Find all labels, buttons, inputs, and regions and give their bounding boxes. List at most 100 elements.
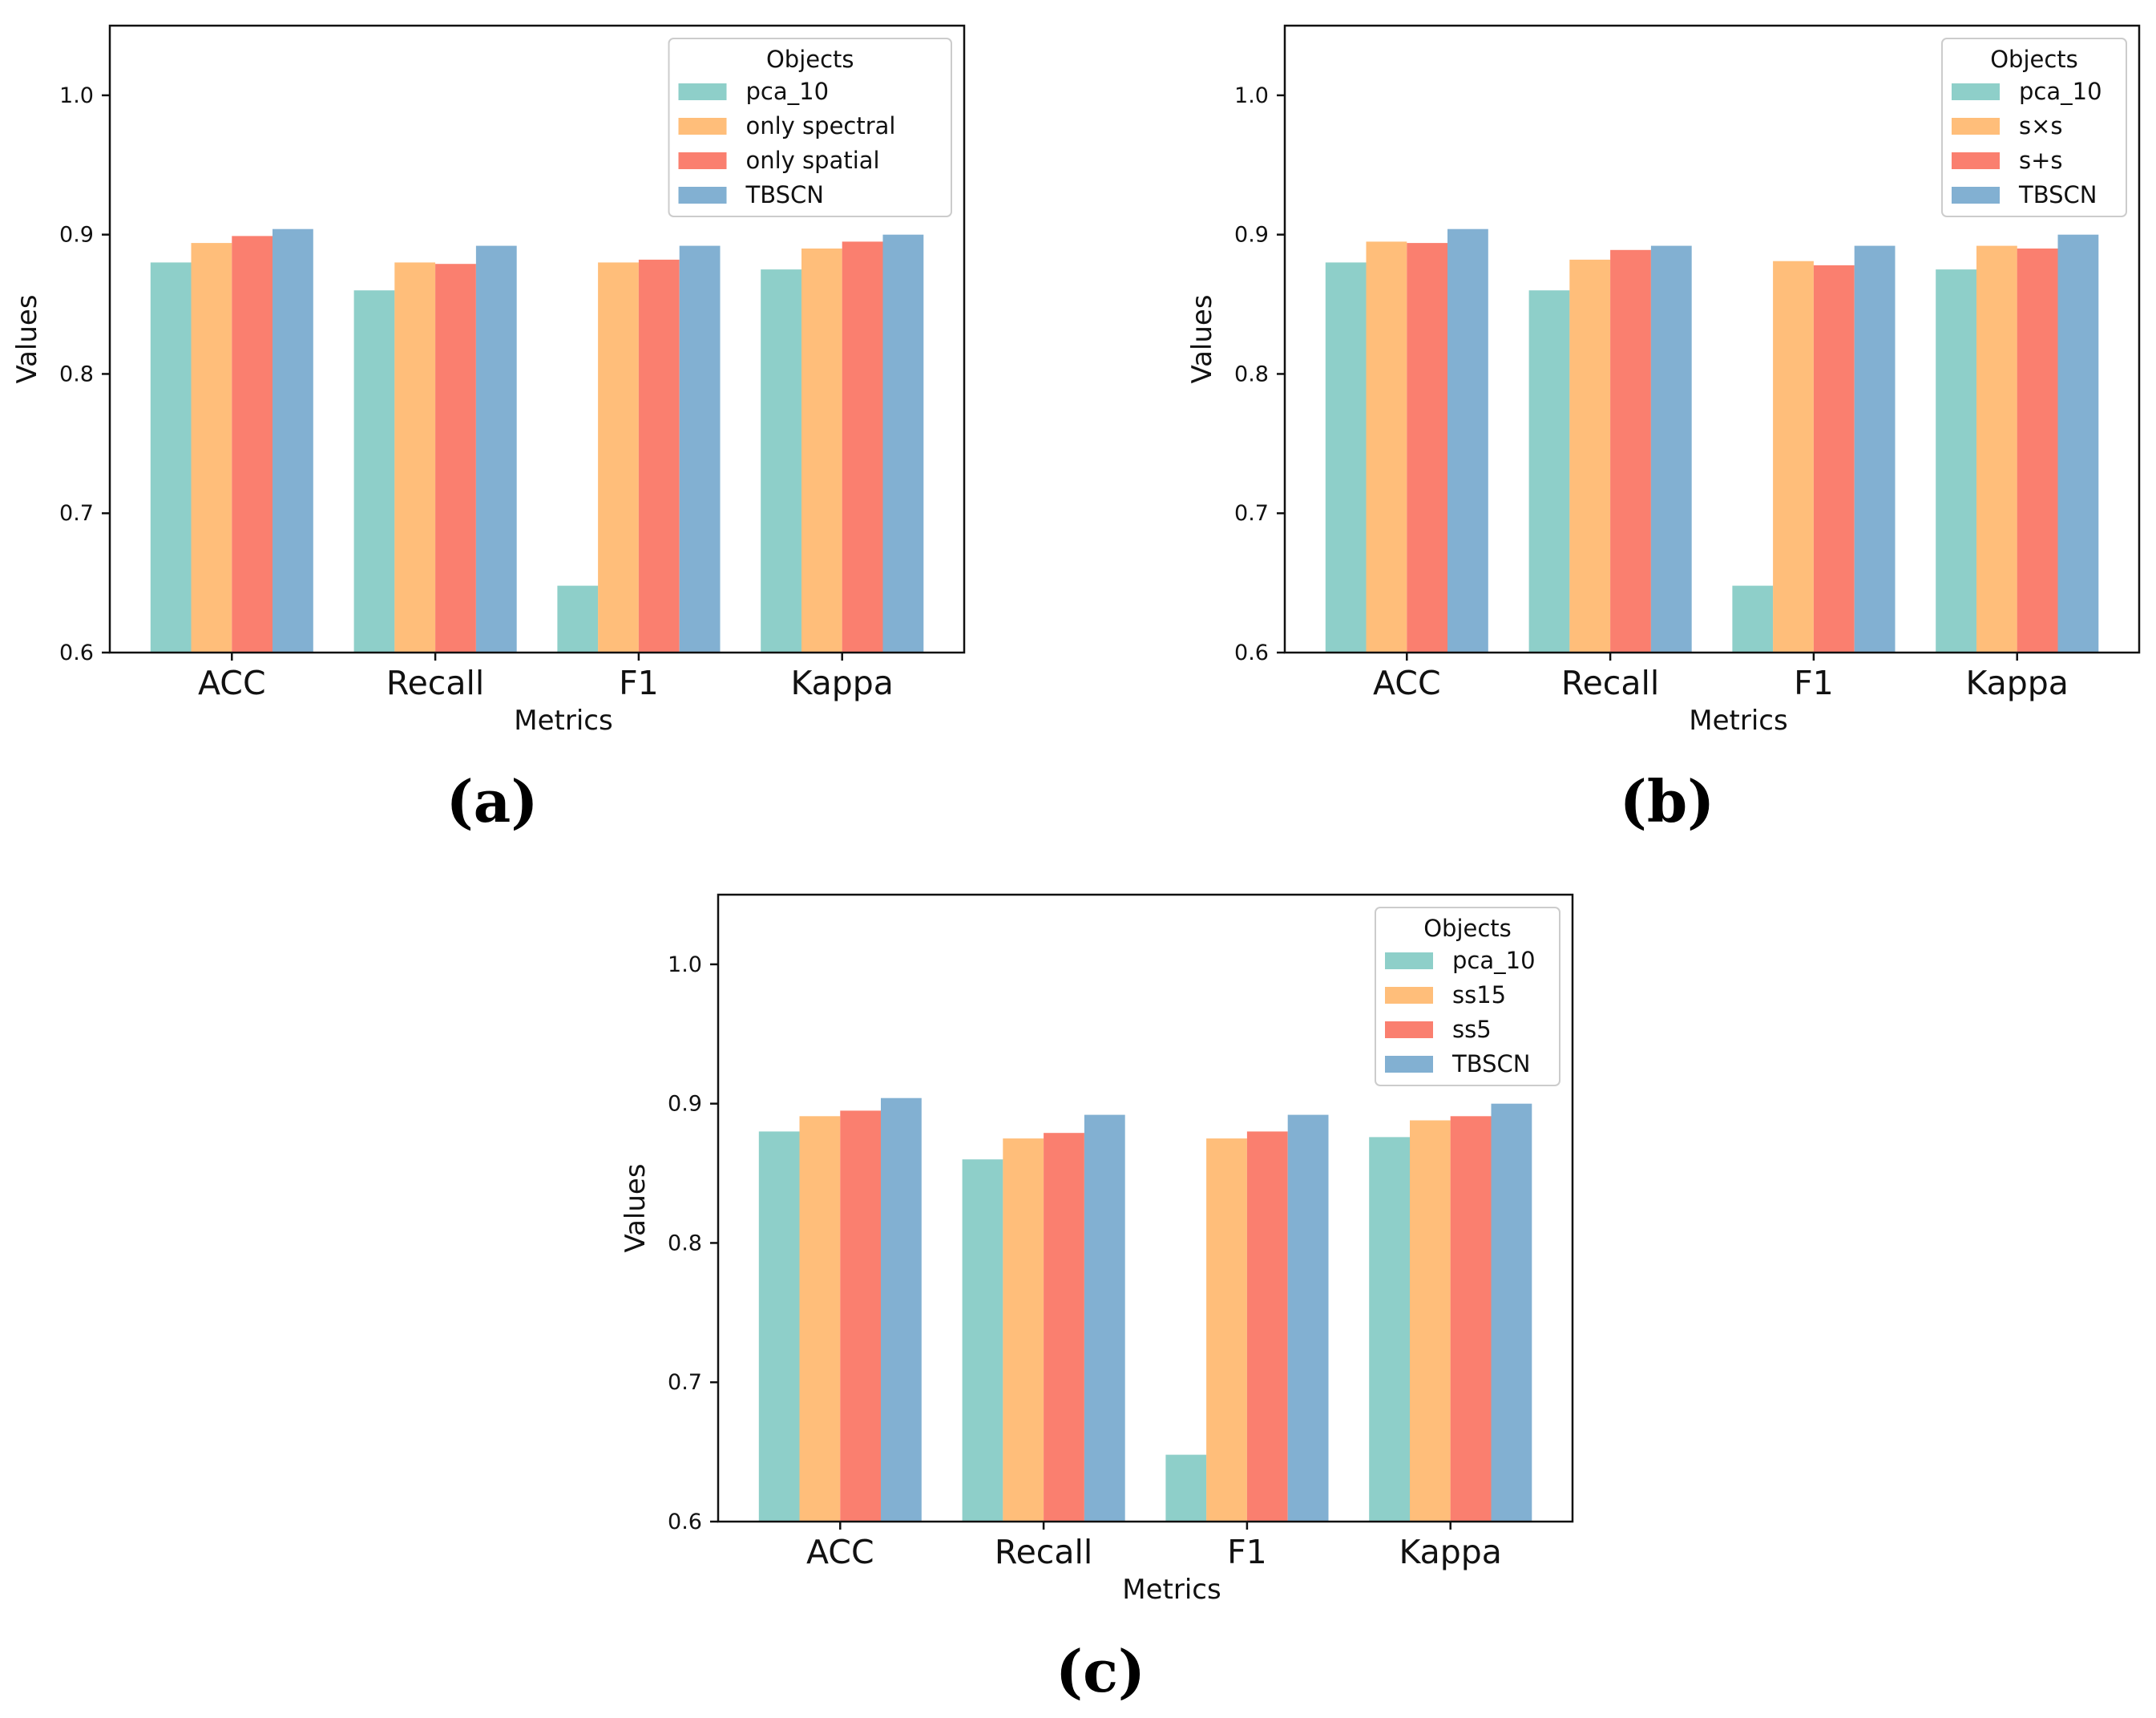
legend-entry-1-3: TBSCN <box>745 181 824 208</box>
bar-1-2-0 <box>232 236 273 653</box>
x-axis-label-2: Metrics <box>1689 705 1787 737</box>
category-label-3-2: F1 <box>1227 1533 1267 1571</box>
bar-1-3-0 <box>273 228 313 653</box>
y-tick-label-3-2: 0.8 <box>668 1231 702 1255</box>
panel-label-2: (b) <box>1620 767 1714 835</box>
legend-entry-1-1: only spectral <box>746 112 896 139</box>
legend-2: Objects pca_10 s×s s+s TBSCN <box>1941 38 2127 217</box>
y-tick-label-1-4: 1.0 <box>59 83 94 108</box>
bar-2-1-2 <box>1773 261 1814 653</box>
legend-entry-3-2: ss5 <box>1452 1016 1492 1043</box>
bar-2-3-2 <box>1854 245 1896 653</box>
legend-box-2 <box>1941 38 2127 217</box>
x-axis-label-3: Metrics <box>1122 1574 1221 1606</box>
bar-1-0-3 <box>761 269 801 653</box>
category-label-1-0: ACC <box>198 664 266 702</box>
panel-label-1: (a) <box>446 767 539 835</box>
y-tick-label-3-0: 0.6 <box>668 1510 702 1534</box>
y-tick-label-1-3: 0.9 <box>59 223 94 248</box>
bar-1-1-1 <box>394 262 436 653</box>
bar-3-3-1 <box>1084 1114 1125 1522</box>
bar-1-3-3 <box>882 234 924 653</box>
legend-entry-3-1: ss15 <box>1452 981 1506 1009</box>
bar-2-1-3 <box>1976 245 2017 653</box>
category-label-3-3: Kappa <box>1399 1533 1501 1571</box>
legend-swatch-1-3 <box>678 187 727 204</box>
legend-swatch-3-0 <box>1385 952 1433 969</box>
bar-3-1-3 <box>1410 1120 1451 1522</box>
bar-3-1-2 <box>1206 1138 1247 1522</box>
category-label-2-3: Kappa <box>1965 664 2068 702</box>
bar-2-3-3 <box>2057 234 2099 653</box>
bar-3-0-1 <box>962 1159 1003 1522</box>
bar-3-0-3 <box>1369 1137 1410 1522</box>
legend-swatch-2-0 <box>1952 83 2000 100</box>
legend-box-3 <box>1375 907 1560 1086</box>
legend-entry-2-0: pca_10 <box>2019 78 2102 105</box>
legend-entry-2-3: TBSCN <box>2018 181 2097 208</box>
bar-1-2-3 <box>842 241 883 653</box>
category-label-1-3: Kappa <box>790 664 893 702</box>
legend-swatch-1-2 <box>678 152 727 169</box>
y-tick-label-2-4: 1.0 <box>1234 83 1269 108</box>
bar-2-0-1 <box>1528 290 1570 653</box>
bar-1-0-1 <box>353 290 395 653</box>
chart-panel-1: 0.6 0.7 0.8 0.9 1.0 ACC Recall F1 Kappa Metrics Va… <box>11 24 966 835</box>
panel-label-3: (c) <box>1056 1637 1145 1705</box>
bar-2-2-3 <box>2017 249 2058 653</box>
bar-2-3-0 <box>1447 228 1488 653</box>
bar-1-1-3 <box>801 249 842 653</box>
chart-panel-3: 0.6 0.7 0.8 0.9 1.0 ACC Recall F1 Kappa Metrics Va… <box>620 893 1574 1705</box>
chart-panel-2: 0.6 0.7 0.8 0.9 1.0 ACC Recall F1 Kappa Metrics Va… <box>1186 24 2141 835</box>
bar-3-2-3 <box>1450 1116 1492 1522</box>
y-tick-label-2-1: 0.7 <box>1234 501 1269 526</box>
y-tick-label-2-0: 0.6 <box>1234 641 1269 665</box>
bar-1-1-2 <box>598 262 639 653</box>
bar-2-2-1 <box>1610 249 1651 653</box>
bar-2-1-1 <box>1569 259 1611 653</box>
bar-3-2-2 <box>1246 1131 1288 1522</box>
category-label-3-1: Recall <box>995 1533 1092 1571</box>
y-tick-label-3-1: 0.7 <box>668 1370 702 1395</box>
legend-entry-3-0: pca_10 <box>1452 947 1536 974</box>
bar-3-0-2 <box>1165 1454 1207 1522</box>
legend-title-3: Objects <box>1423 915 1512 942</box>
category-label-1-1: Recall <box>386 664 484 702</box>
legend-swatch-3-2 <box>1385 1021 1433 1038</box>
bar-3-0-0 <box>758 1131 800 1522</box>
category-label-2-0: ACC <box>1373 664 1441 702</box>
y-tick-label-3-3: 0.9 <box>668 1092 702 1117</box>
y-tick-label-1-2: 0.8 <box>59 362 94 386</box>
category-label-2-1: Recall <box>1561 664 1659 702</box>
bar-1-1-0 <box>191 243 232 653</box>
legend-entry-1-2: only spatial <box>746 147 880 174</box>
y-axis-label-3: Values <box>620 1163 652 1252</box>
bar-1-2-2 <box>638 259 680 653</box>
bar-2-2-2 <box>1813 265 1855 653</box>
category-label-1-2: F1 <box>619 664 659 702</box>
y-axis-label-1: Values <box>11 294 43 383</box>
bar-3-3-3 <box>1491 1103 1532 1522</box>
bar-1-0-0 <box>150 262 192 653</box>
bar-2-0-0 <box>1325 262 1367 653</box>
y-tick-label-2-2: 0.8 <box>1234 362 1269 386</box>
y-tick-label-1-0: 0.6 <box>59 641 94 665</box>
bar-3-3-0 <box>881 1097 922 1522</box>
bar-3-3-2 <box>1287 1114 1329 1522</box>
legend-swatch-1-0 <box>678 83 727 100</box>
legend-swatch-1-1 <box>678 118 727 135</box>
bar-1-3-1 <box>475 245 517 653</box>
category-label-3-0: ACC <box>806 1533 874 1571</box>
bar-3-1-1 <box>1003 1138 1044 1522</box>
legend-swatch-2-2 <box>1952 152 2000 169</box>
legend-entry-2-2: s+s <box>2019 147 2063 174</box>
x-axis-label-1: Metrics <box>514 705 612 737</box>
bar-3-2-0 <box>840 1110 882 1522</box>
y-axis-label-2: Values <box>1186 294 1218 383</box>
bar-2-2-0 <box>1407 243 1448 653</box>
plot-frame-2 <box>1283 24 2141 654</box>
legend-title-1: Objects <box>766 46 854 73</box>
bar-3-2-1 <box>1044 1133 1084 1522</box>
